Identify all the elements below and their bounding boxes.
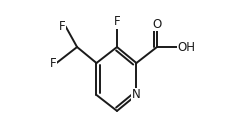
- Text: O: O: [152, 18, 161, 31]
- Text: F: F: [50, 57, 57, 70]
- Text: F: F: [114, 15, 120, 28]
- Text: N: N: [132, 88, 141, 101]
- Text: OH: OH: [177, 40, 195, 53]
- Text: F: F: [59, 20, 66, 33]
